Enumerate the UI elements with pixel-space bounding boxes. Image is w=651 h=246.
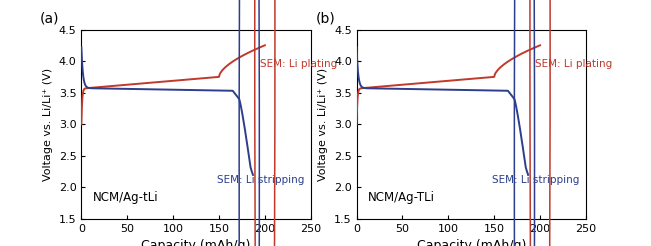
X-axis label: Capacity (mAh/g): Capacity (mAh/g) bbox=[417, 239, 526, 246]
Y-axis label: Voltage vs. Li/Li⁺ (V): Voltage vs. Li/Li⁺ (V) bbox=[43, 68, 53, 181]
Text: NCM/Ag-tLi: NCM/Ag-tLi bbox=[93, 191, 158, 204]
Text: SEM: Li stripping: SEM: Li stripping bbox=[217, 175, 305, 185]
Y-axis label: Voltage vs. Li/Li⁺ (V): Voltage vs. Li/Li⁺ (V) bbox=[318, 68, 328, 181]
Text: (a): (a) bbox=[40, 12, 60, 26]
Text: SEM: Li plating: SEM: Li plating bbox=[260, 59, 337, 69]
Text: SEM: Li plating: SEM: Li plating bbox=[535, 59, 613, 69]
X-axis label: Capacity (mAh/g): Capacity (mAh/g) bbox=[141, 239, 251, 246]
Text: NCM/Ag-TLi: NCM/Ag-TLi bbox=[368, 191, 435, 204]
Text: SEM: Li stripping: SEM: Li stripping bbox=[492, 175, 579, 185]
Text: (b): (b) bbox=[315, 12, 335, 26]
